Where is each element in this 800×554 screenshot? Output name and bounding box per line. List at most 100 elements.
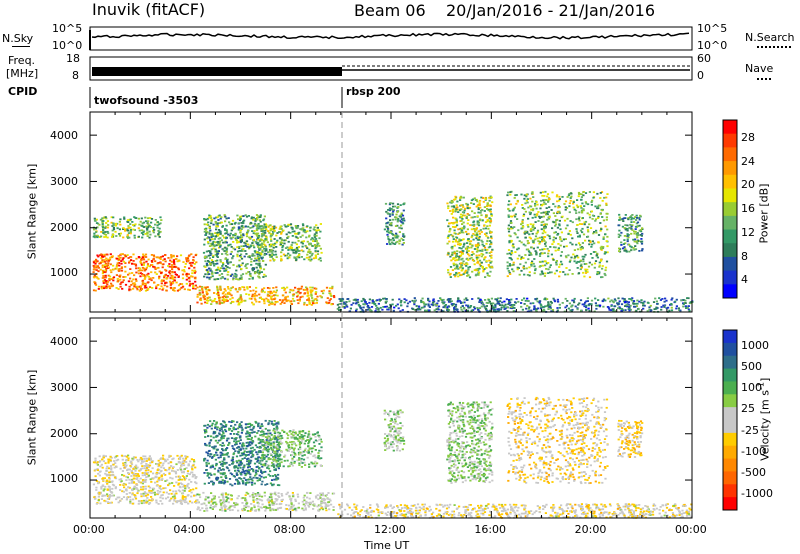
velocity-cells-cell-0 xyxy=(185,461,188,463)
power-cells-cell-9 xyxy=(461,305,464,307)
velocity-cells-cell-0 xyxy=(182,499,185,502)
power-cells-cell-7 xyxy=(514,213,517,216)
power-cells-cell-0 xyxy=(100,285,103,288)
power-cells-cell-4 xyxy=(257,246,260,248)
power-cells-cell-0 xyxy=(95,265,98,268)
power-cells-cell-6 xyxy=(480,255,483,258)
power-cells-cell-2 xyxy=(297,302,300,305)
power-cells-cell-2 xyxy=(216,286,219,289)
power-cells-cell-3 xyxy=(256,253,259,256)
power-cells-cell-2 xyxy=(263,299,266,301)
power-cells-cell-6 xyxy=(461,253,464,255)
power-cells-cell-3 xyxy=(252,218,255,221)
velocity-cells-cell-0 xyxy=(161,502,164,505)
power-cells-cell-8 xyxy=(637,234,640,237)
velocity-cells-cell-0 xyxy=(107,502,110,504)
power-cells-cell-0 xyxy=(135,280,138,282)
velocity-cells-cell-0 xyxy=(93,496,96,499)
power-cells-cell-3 xyxy=(204,229,208,231)
power-cells-cell-9 xyxy=(443,305,446,307)
power-cells-cell-2 xyxy=(312,299,315,302)
power-cells-cell-3 xyxy=(228,261,231,264)
power-cells-cell-7 xyxy=(566,224,569,227)
power-cells-cell-3 xyxy=(208,245,212,247)
power-cells-cell-9 xyxy=(366,308,369,311)
power-cells-cell-6 xyxy=(487,246,490,249)
power-cells-cell-3 xyxy=(250,217,253,220)
velocity-cells-cell-0 xyxy=(115,459,118,462)
power-cells-cell-5 xyxy=(388,209,391,212)
power-cells-cell-2 xyxy=(308,299,311,302)
velocity-cells-cell-0 xyxy=(129,465,133,468)
power-cells-cell-7 xyxy=(569,199,572,202)
power-cells-cell-5 xyxy=(385,217,388,220)
power-cells-cell-6 xyxy=(471,270,474,273)
velocity-cells-cell-0 xyxy=(179,490,182,493)
power-cells-cell-2 xyxy=(310,304,313,306)
velocity-heatmap xyxy=(92,396,693,519)
power-cells-cell-4 xyxy=(270,243,273,246)
power-cells-cell-7 xyxy=(593,231,596,233)
power-cells-cell-0 xyxy=(177,267,180,270)
power-cells-cell-6 xyxy=(454,240,457,243)
velocity-cells-cell-0 xyxy=(191,475,194,478)
power-cells-cell-7 xyxy=(573,260,576,263)
power-cells-cell-6 xyxy=(456,255,459,258)
power-cells-cell-6 xyxy=(456,200,459,203)
power-cells-cell-2 xyxy=(282,286,285,289)
velocity-cells-cell-0 xyxy=(124,483,127,486)
velocity-cells-cell-0 xyxy=(143,471,147,474)
power-cells-cell-7 xyxy=(506,261,509,264)
power-cells-cell-3 xyxy=(221,262,225,264)
power-cells-cell-2 xyxy=(252,289,255,292)
power-cells-cell-0 xyxy=(102,271,105,274)
power-cells-cell-1 xyxy=(105,217,108,220)
power-cells-cell-6 xyxy=(457,240,460,243)
power-cells-cell-1 xyxy=(104,233,108,236)
power-cells-cell-3 xyxy=(203,243,206,246)
velocity-cells-cell-0 xyxy=(128,486,131,489)
power-cells-cell-8 xyxy=(626,228,629,230)
power-cells-cell-0 xyxy=(144,276,147,278)
power-cells-cell-0 xyxy=(163,276,166,279)
power-cells-cell-9 xyxy=(419,308,422,311)
power-cells-cell-9 xyxy=(687,308,690,311)
power-cells-cell-9 xyxy=(399,310,402,313)
power-cells-cell-7 xyxy=(554,223,558,226)
power-cells-cell-6 xyxy=(478,204,481,206)
power-cells-cell-1 xyxy=(147,225,150,228)
power-cells-cell-0 xyxy=(129,277,132,280)
power-cells-cell-6 xyxy=(458,247,461,249)
power-cells-cell-3 xyxy=(224,246,227,249)
power-cells-cell-0 xyxy=(121,281,124,283)
power-cells-cell-3 xyxy=(216,278,219,280)
power-cells-cell-6 xyxy=(482,270,485,273)
power-cells-cell-6 xyxy=(468,254,471,257)
power-cells-cell-7 xyxy=(527,250,531,253)
power-cells-cell-4 xyxy=(271,257,275,260)
power-cells-cell-7 xyxy=(606,193,609,195)
power-cells-cell-7 xyxy=(533,227,536,229)
power-cells-cell-3 xyxy=(215,241,218,243)
power-cells-cell-3 xyxy=(207,241,210,243)
power-cells-cell-8 xyxy=(630,225,633,228)
power-cells-cell-5 xyxy=(398,242,401,245)
power-cells-cell-6 xyxy=(453,250,456,253)
power-cells-cell-8 xyxy=(632,238,635,241)
power-cells-cell-2 xyxy=(291,297,295,300)
power-cells-cell-4 xyxy=(283,239,286,242)
power-cells-cell-1 xyxy=(145,220,148,223)
velocity-cells-cell-0 xyxy=(167,496,170,499)
power-cells-cell-7 xyxy=(580,266,583,269)
power-cells-cell-7 xyxy=(601,267,604,270)
velocity-cells-cell-0 xyxy=(95,486,98,489)
power-cells-cell-6 xyxy=(490,196,493,199)
power-cells-cell-0 xyxy=(120,266,124,269)
power-cells-cell-5 xyxy=(392,239,395,242)
power-cells-cell-6 xyxy=(476,273,479,276)
power-cells-cell-3 xyxy=(224,237,228,240)
power-cells-cell-0 xyxy=(182,269,186,271)
power-cells-cell-0 xyxy=(149,277,152,280)
velocity-cells-cell-0 xyxy=(173,495,176,498)
power-cells-cell-0 xyxy=(128,272,131,275)
